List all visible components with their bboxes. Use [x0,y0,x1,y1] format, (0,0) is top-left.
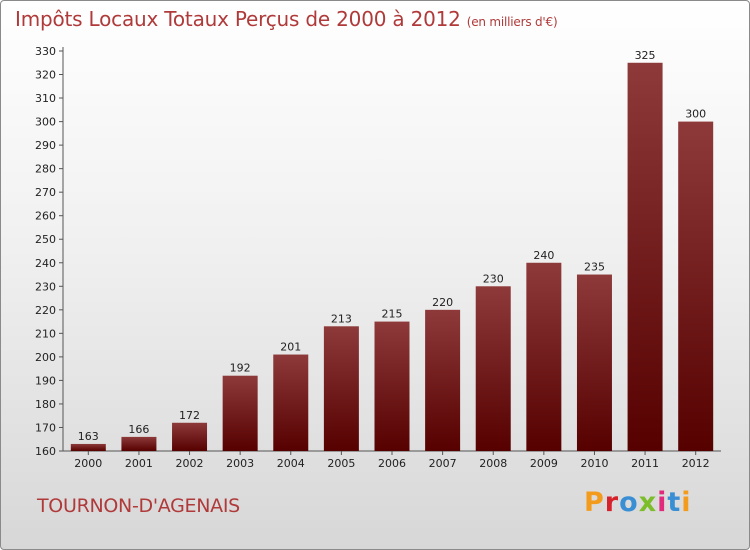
brand-letter: i [657,487,668,518]
x-tick-label: 2002 [176,457,204,470]
value-label: 235 [584,261,605,274]
chart-title: Impôts Locaux Totaux Perçus de 2000 à 20… [15,7,558,31]
bar-2006 [374,321,410,451]
value-label: 213 [331,312,352,325]
x-tick-label: 2006 [378,457,406,470]
x-tick-label: 2001 [125,457,153,470]
bar-2004 [273,354,309,451]
y-tick-label: 170 [35,421,56,434]
commune-name: TOURNON-D'AGENAIS [37,495,240,517]
chart-axes: 160 170 180 190 200 210 220 230 240 250 260 270 280 2… [35,45,721,470]
brand-letter: P [584,487,605,518]
brand-letter: o [619,487,639,518]
bar-2009 [526,262,562,451]
x-tick-label: 2009 [530,457,558,470]
bar-2003 [222,375,258,451]
x-tick-label: 2004 [277,457,305,470]
x-tick-label: 2010 [580,457,608,470]
brand-letter: x [638,487,658,518]
x-tick-label: 2000 [74,457,102,470]
brand-letter: t [667,487,682,518]
bar-2002 [172,422,208,451]
value-label: 201 [280,341,301,354]
y-tick-label: 300 [35,116,56,129]
bar-2001 [121,436,157,451]
y-tick-label: 280 [35,163,56,176]
proxiti-logo: Proxiti [584,487,692,518]
y-tick-label: 330 [35,45,56,58]
value-label: 325 [635,49,656,62]
y-tick-label: 270 [35,186,56,199]
value-label: 192 [230,362,251,375]
x-tick-label: 2011 [631,457,659,470]
value-label: 230 [483,272,504,285]
brand-letter: i [681,487,692,518]
bar-2007 [425,309,461,451]
y-tick-label: 210 [35,327,56,340]
bar-2000 [70,443,106,451]
y-tick-label: 200 [35,351,56,364]
x-tick-label: 2003 [226,457,254,470]
x-tick-label: 2005 [327,457,355,470]
value-label: 163 [78,430,99,443]
y-tick-label: 290 [35,139,56,152]
value-label: 166 [128,423,149,436]
chart-title-unit: (en milliers d'€) [466,15,558,29]
y-tick-label: 320 [35,69,56,82]
y-tick-label: 310 [35,92,56,105]
bar-2008 [475,286,511,451]
brand-letter: r [604,487,620,518]
value-label: 220 [432,296,453,309]
value-label: 172 [179,409,200,422]
x-tick-label: 2012 [682,457,710,470]
bar-2011 [627,62,663,451]
x-tick-label: 2008 [479,457,507,470]
value-label: 215 [382,308,403,321]
value-label: 240 [533,249,554,262]
y-tick-label: 260 [35,210,56,223]
bar-2010 [576,274,612,451]
value-label: 300 [685,108,706,121]
y-tick-label: 240 [35,257,56,270]
y-tick-label: 220 [35,304,56,317]
chart-bars [70,62,714,452]
bar-2012 [678,121,714,452]
y-tick-label: 230 [35,280,56,293]
bar-2005 [323,326,359,451]
y-tick-label: 160 [35,445,56,458]
y-tick-label: 250 [35,233,56,246]
chart-title-text: Impôts Locaux Totaux Perçus de 2000 à 20… [15,7,461,31]
y-tick-label: 190 [35,374,56,387]
chart-labels: 163 166 172 192 201 213 215 220 230 240 235 325 300 [78,49,706,443]
x-tick-label: 2007 [429,457,457,470]
y-tick-label: 180 [35,398,56,411]
